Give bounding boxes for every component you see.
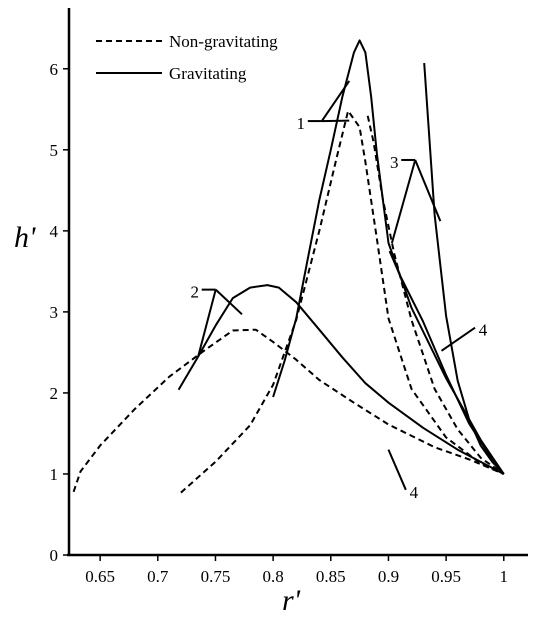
y-tick-label: 3	[50, 303, 59, 322]
series-line-6	[423, 63, 505, 475]
series-line-4	[180, 109, 505, 494]
annotation-leader	[414, 159, 442, 222]
y-tick-label: 5	[50, 141, 59, 160]
y-tick-label: 6	[50, 60, 59, 79]
y-ticks: 0 1 2 3 4 5 6	[50, 60, 69, 565]
y-axis-title: h'	[14, 221, 36, 254]
annotation-leader	[215, 288, 243, 316]
annotations: 1 2 3 4 4	[190, 80, 488, 502]
x-tick-label: 0.65	[85, 567, 115, 586]
x-tick-label: 0.85	[316, 567, 346, 586]
x-tick-label: 0.7	[147, 567, 169, 586]
axes	[67, 8, 528, 557]
series-line-5	[366, 115, 505, 475]
legend: Non-gravitating Gravitating	[96, 32, 278, 83]
annotation-leader	[440, 326, 476, 352]
annotation-leader	[320, 80, 351, 122]
series-line-3	[272, 39, 505, 475]
annotation-label-1: 1	[297, 114, 306, 133]
x-tick-label: 0.75	[201, 567, 231, 586]
x-tick-label: 0.8	[263, 567, 284, 586]
legend-label-gravitating: Gravitating	[169, 64, 247, 83]
annotation-leader	[390, 159, 417, 244]
y-tick-label: 1	[50, 465, 59, 484]
x-tick-label: 0.95	[431, 567, 461, 586]
series-line-1	[177, 284, 505, 475]
annotation-label-4: 4	[479, 321, 488, 340]
series-line-2	[72, 328, 505, 493]
x-tick-label: 0.9	[378, 567, 399, 586]
y-tick-label: 2	[50, 384, 59, 403]
annotation-label-5: 4	[410, 483, 419, 502]
x-tick-label: 1	[500, 567, 509, 586]
annotation-leader	[197, 289, 217, 357]
x-axis-title: r'	[282, 584, 301, 617]
chart-lines	[72, 39, 505, 494]
legend-label-non-gravitating: Non-gravitating	[169, 32, 278, 51]
y-tick-label: 4	[50, 222, 59, 241]
series-line-7	[388, 250, 505, 475]
annotation-label-2: 2	[190, 283, 199, 302]
annotation-leader	[387, 449, 407, 491]
x-ticks: 0.65 0.7 0.75 0.8 0.85 0.9 0.95 1	[85, 555, 508, 586]
y-tick-label: 0	[50, 546, 59, 565]
annotation-label-3: 3	[390, 153, 399, 172]
